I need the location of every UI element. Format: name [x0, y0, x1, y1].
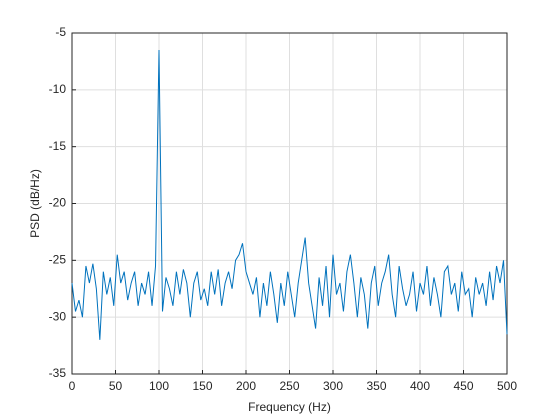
- x-tick-label: 350: [366, 379, 386, 393]
- y-tick-label: -35: [49, 366, 67, 380]
- y-tick-label: -25: [49, 253, 67, 267]
- y-tick-label: -5: [55, 25, 66, 39]
- y-tick-label: -20: [49, 196, 67, 210]
- y-tick-label: -30: [49, 309, 67, 323]
- x-tick-label: 450: [453, 379, 473, 393]
- x-tick-label: 100: [149, 379, 169, 393]
- x-tick-label: 300: [323, 379, 343, 393]
- x-tick-label: 50: [109, 379, 123, 393]
- x-tick-label: 250: [279, 379, 299, 393]
- x-tick-label: 150: [192, 379, 212, 393]
- x-tick-label: 0: [69, 379, 76, 393]
- data-line: [71, 50, 508, 340]
- x-tick-label: 500: [497, 379, 517, 393]
- x-tick-label: 200: [236, 379, 256, 393]
- y-axis-label: PSD (dB/Hz): [28, 169, 42, 238]
- y-tick-label: -15: [49, 139, 67, 153]
- x-tick-label: 400: [410, 379, 430, 393]
- axes-box: [71, 32, 508, 375]
- y-tick-label: -10: [49, 82, 67, 96]
- x-axis-label: Frequency (Hz): [248, 400, 331, 414]
